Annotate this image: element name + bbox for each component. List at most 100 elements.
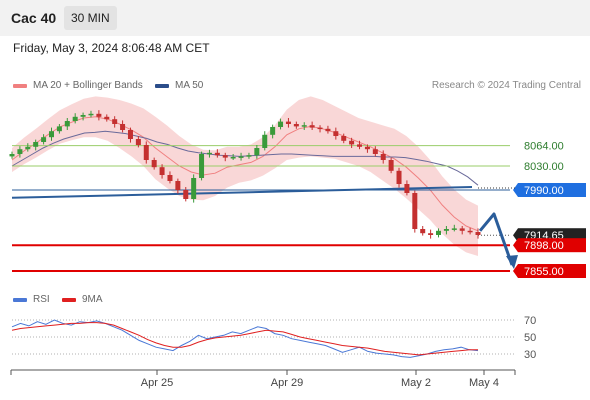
rsi-swatch-icon (13, 297, 27, 302)
candle-body (143, 145, 149, 160)
candle-body (325, 128, 331, 132)
candle-body (238, 156, 244, 158)
candle-body (33, 142, 39, 147)
x-tick-label: Apr 25 (141, 377, 173, 389)
bb-mid-line (11, 116, 479, 232)
candle-body (230, 157, 236, 159)
legend-rsi: RSI (13, 294, 50, 305)
level-tag-7898.00 (518, 238, 586, 253)
candle-body (151, 160, 157, 168)
candle-body (428, 233, 434, 235)
candle-body (349, 140, 355, 145)
candle-body (56, 126, 62, 132)
candle-body (372, 149, 378, 154)
level-label-7990.00: 7990.00 (524, 185, 564, 197)
ma50-swatch-icon (155, 83, 169, 88)
candle-body (72, 116, 78, 121)
legend-9ma: 9MA (62, 294, 103, 305)
timeframe-button[interactable]: 30 MIN (64, 6, 117, 30)
ma50-line (11, 130, 479, 186)
candle-body (64, 121, 70, 127)
legend-bb-label: MA 20 + Bollinger Bands (33, 80, 143, 91)
candle-body (333, 131, 339, 136)
date-time-label: Friday, May 3, 2024 8:06:48 AM CET (13, 41, 210, 55)
candle-body (357, 144, 363, 147)
candle-body (112, 119, 118, 124)
x-tick-label: May 4 (469, 377, 499, 389)
candle-body (262, 134, 268, 148)
candle-body (48, 131, 54, 138)
candle-body (80, 115, 86, 117)
ma9-swatch-icon (62, 297, 76, 302)
bollinger-band-area (12, 96, 478, 257)
candle-body (246, 155, 252, 157)
bb-swatch-icon (13, 83, 27, 88)
candle-body (404, 184, 410, 193)
candle-body (183, 190, 189, 199)
legend-9ma-label: 9MA (82, 294, 103, 305)
candle-body (214, 152, 220, 156)
candle-body (88, 113, 94, 116)
candle-body (104, 116, 110, 120)
legend-ma50-label: MA 50 (175, 80, 204, 91)
candle-body (191, 178, 197, 199)
candle-body (25, 146, 31, 150)
candle-body (120, 124, 126, 130)
candle-body (199, 154, 205, 178)
level-label-8064.00: 8064.00 (524, 141, 564, 153)
level-tag-pointer (513, 183, 518, 197)
instrument-title: Cac 40 (11, 10, 57, 26)
candle-body (475, 232, 481, 235)
candle-body (41, 137, 47, 142)
candle-body (127, 130, 133, 139)
level-label-7855.00: 7855.00 (524, 266, 564, 278)
candle-body (364, 146, 370, 150)
candle-body (420, 229, 426, 234)
trendline (11, 186, 473, 199)
candle-body (222, 155, 228, 158)
candle-body (436, 230, 442, 235)
candle-body (396, 170, 402, 184)
level-tag-pointer (513, 238, 518, 253)
candle-body (175, 181, 181, 190)
candle-body (380, 154, 386, 160)
rsi-tick-label: 50 (524, 332, 536, 344)
candle-body (254, 148, 260, 156)
candle-body (309, 125, 315, 128)
legend-ma50: MA 50 (155, 80, 203, 91)
x-tick-label: May 2 (401, 377, 431, 389)
candle-body (293, 124, 299, 127)
legend-rsi-label: RSI (33, 294, 50, 305)
rsi-line (11, 319, 479, 358)
candle-body (459, 228, 465, 231)
level-label-7898.00: 7898.00 (524, 240, 564, 252)
research-credit: Research © 2024 Trading Central (431, 80, 581, 91)
x-tick-label: Apr 29 (271, 377, 303, 389)
candle-body (206, 152, 212, 155)
candle-body (135, 139, 141, 145)
level-tag-7990.00 (518, 183, 586, 197)
candle-body (451, 228, 457, 230)
candle-body (301, 125, 307, 127)
candle-body (167, 175, 173, 181)
candle-body (317, 127, 323, 130)
rsi-tick-label: 70 (524, 315, 536, 327)
candle-body (443, 229, 449, 231)
candle-body (270, 127, 276, 135)
rsi-tick-label: 30 (524, 349, 536, 361)
candle-body (285, 121, 291, 124)
candle-body (388, 160, 394, 171)
level-label-8030.00: 8030.00 (524, 161, 564, 173)
projection-arrow (478, 212, 514, 266)
candle-body (341, 136, 347, 141)
candle-body (159, 167, 165, 175)
rsi-ma-line (11, 322, 478, 356)
candle-body (412, 193, 418, 229)
level-tag-pointer (513, 228, 518, 243)
legend-bb: MA 20 + Bollinger Bands (13, 80, 143, 91)
projection-arrowhead-icon (506, 255, 518, 269)
level-tag-7855.00 (518, 264, 586, 278)
candle-body (96, 113, 102, 117)
candle-body (467, 230, 473, 233)
